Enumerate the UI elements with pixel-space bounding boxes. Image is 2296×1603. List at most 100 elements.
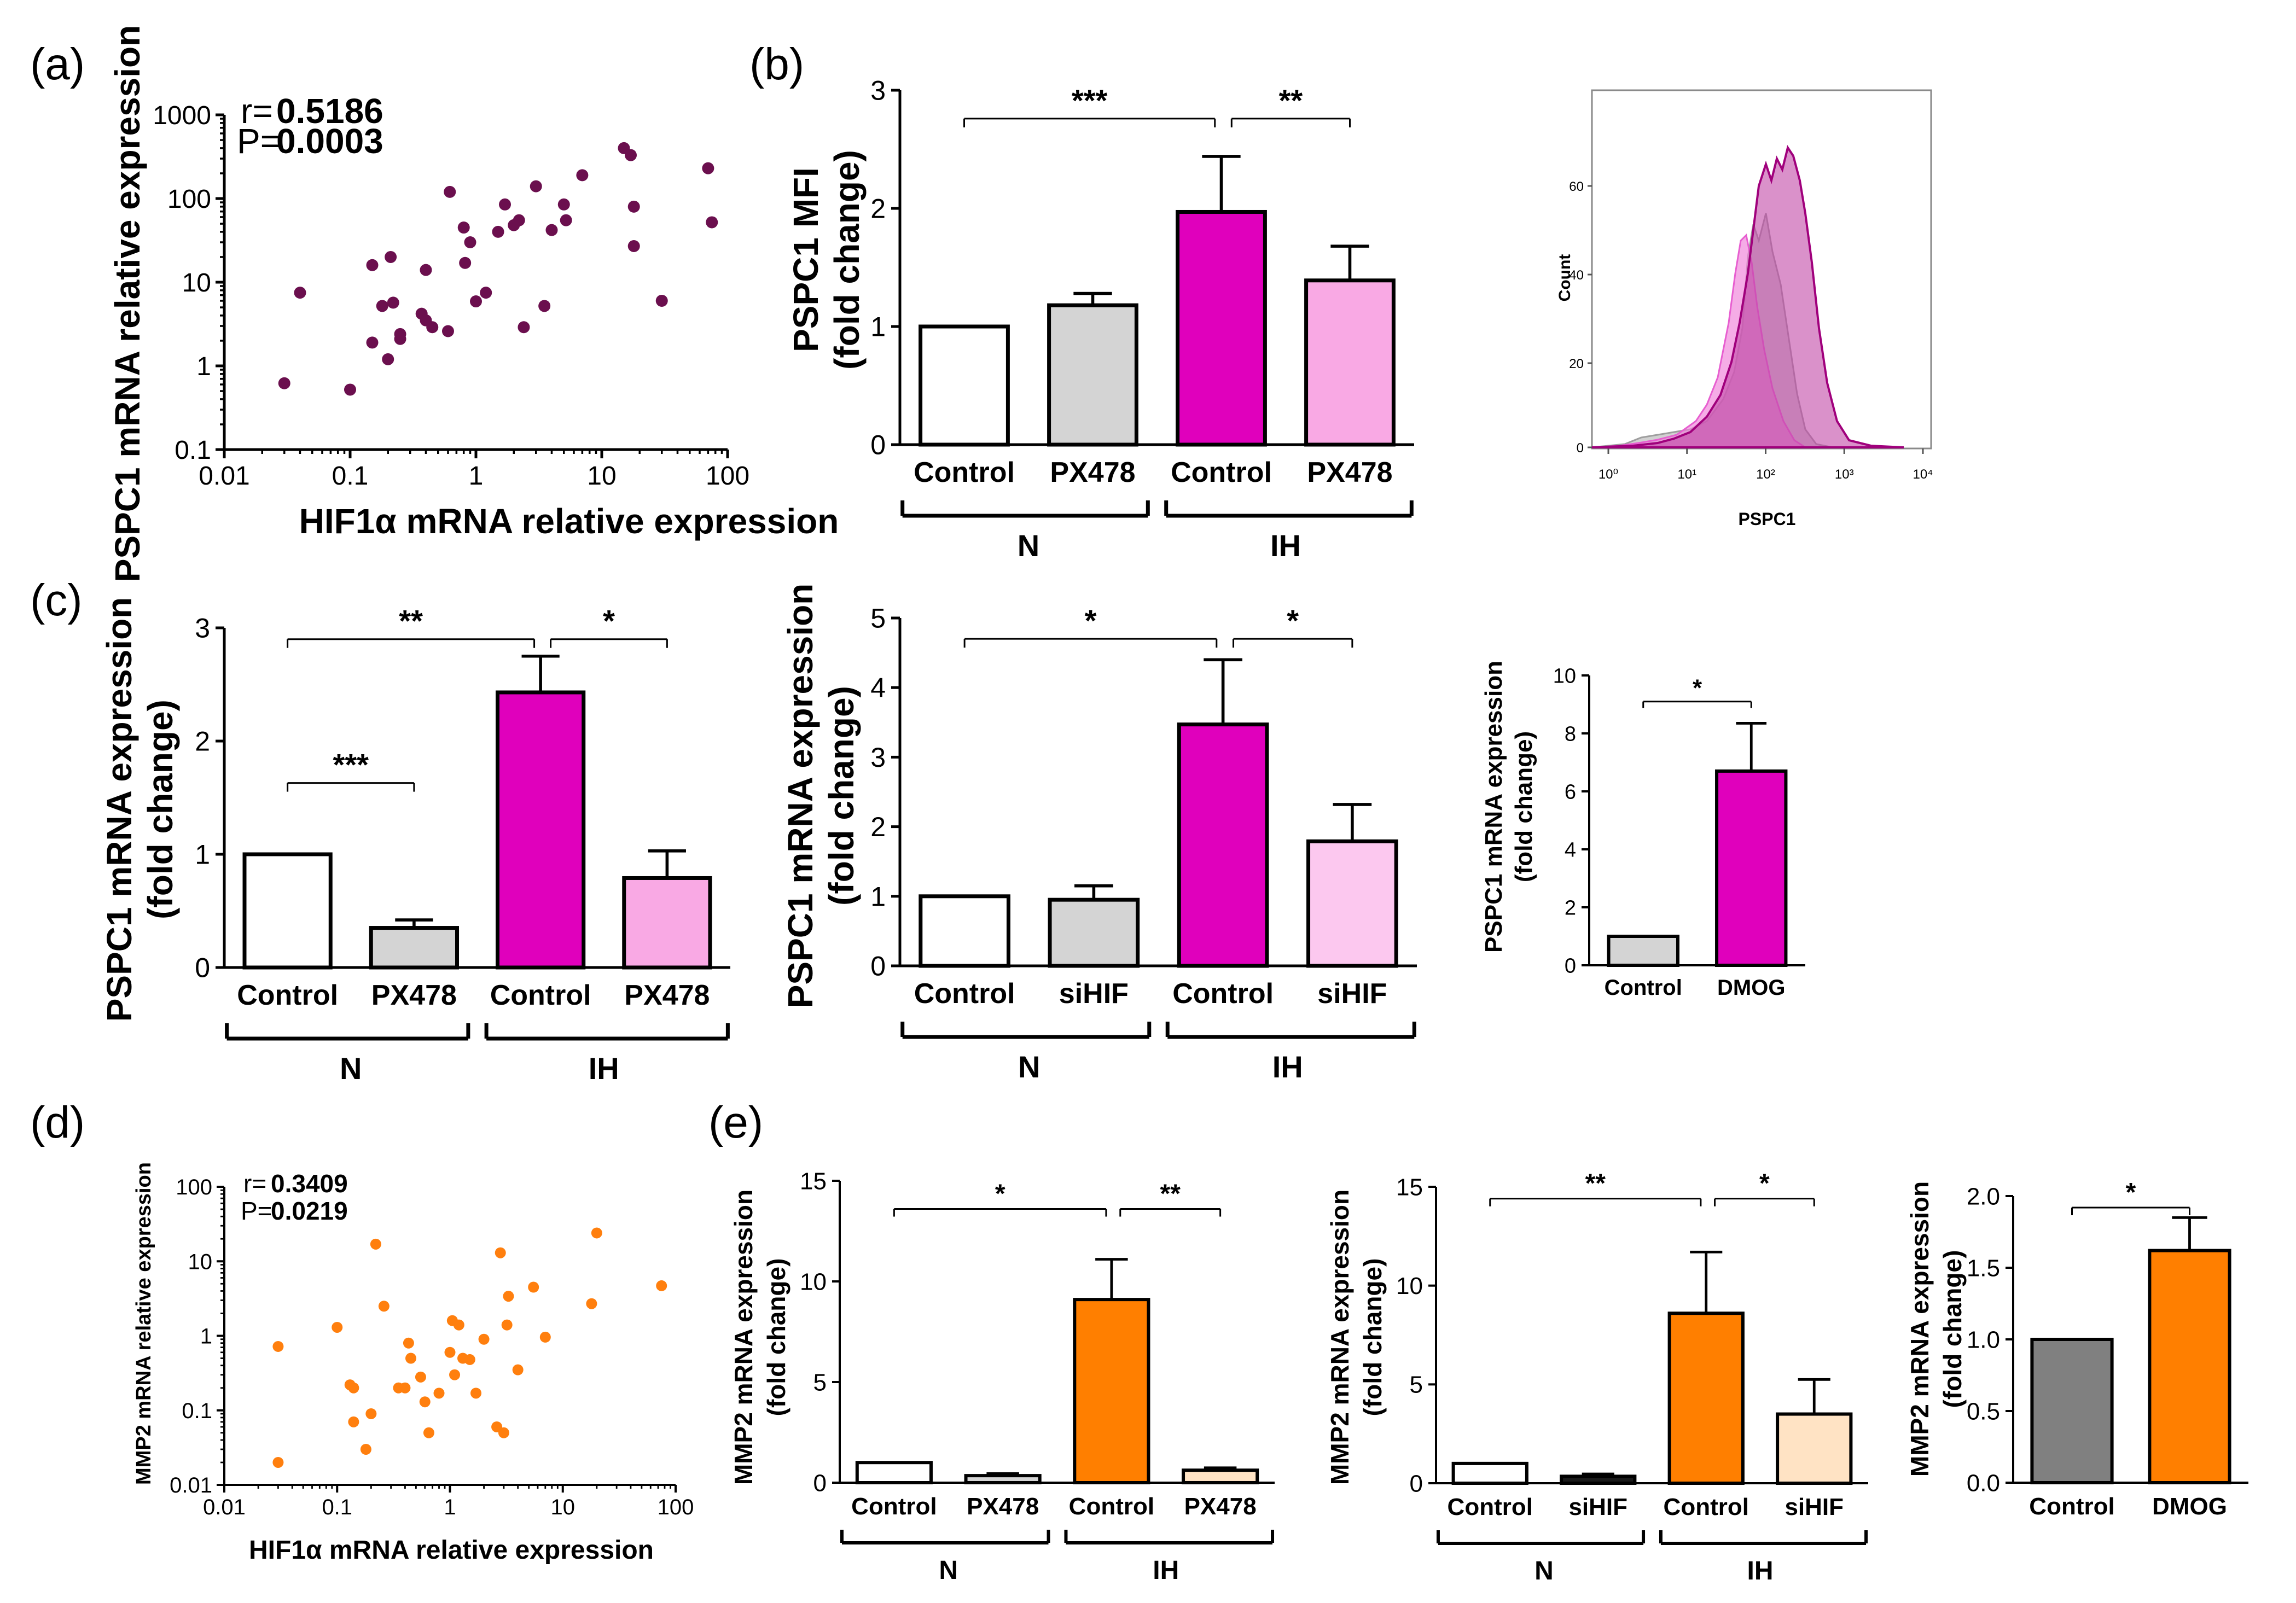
bar xyxy=(1560,1474,1637,1485)
y-tick-label: 5 xyxy=(870,603,886,634)
y-tick-label: 15 xyxy=(1396,1174,1423,1200)
panel-b-histogram: Count 0 20 40 60 10⁰ 10¹ 10² 10³ 10⁴ PSPC1 xyxy=(1556,89,1933,529)
panel-e3: 0.0 0.5 1.0 1.5 2.0 Control DMOG * MMP2 mRNA ex… xyxy=(1905,1178,2248,1520)
stat-p-value-d: 0.0219 xyxy=(271,1197,348,1225)
group-label: IH xyxy=(589,1051,619,1086)
bar xyxy=(919,324,1010,447)
significance-label: ** xyxy=(399,604,423,638)
scatter-point xyxy=(656,1280,667,1291)
y-tick-label: 10 xyxy=(1553,664,1576,687)
scatter-point xyxy=(560,214,572,226)
stat-p-label-a: P= xyxy=(237,121,281,161)
scatter-point xyxy=(498,1427,509,1438)
category-label: DMOG xyxy=(2152,1493,2227,1520)
stat-r-label-a: r= xyxy=(241,91,273,131)
scatter-point xyxy=(449,1369,461,1380)
y-tick-label: 0.1 xyxy=(182,1399,212,1423)
bar xyxy=(919,894,1010,968)
panel-letter-b: (b) xyxy=(749,39,804,89)
scatter-point xyxy=(272,1456,284,1468)
scatter-point xyxy=(513,214,525,226)
scatter-point xyxy=(278,377,290,389)
x-tick-label: 100 xyxy=(706,462,749,491)
significance-label: ** xyxy=(1279,83,1303,118)
y-axis-label-e2-2: (fold change) xyxy=(1358,1258,1387,1417)
y-axis-label-e1: MMP2 mRNA expression xyxy=(729,1190,758,1485)
bar xyxy=(1667,1311,1745,1485)
bar xyxy=(1776,1412,1853,1485)
y-tick-label: 1 xyxy=(196,352,211,381)
scatter-point xyxy=(370,1238,381,1250)
category-label: Control xyxy=(851,1493,937,1520)
stat-r-label-d: r= xyxy=(243,1169,266,1198)
category-label: PX478 xyxy=(1307,457,1392,488)
category-label: PX478 xyxy=(624,980,710,1011)
stat-p-label-d: P= xyxy=(241,1197,272,1225)
category-label: Control xyxy=(1664,1494,1749,1520)
histogram-purple-area xyxy=(1591,145,1904,448)
y-axis-label-e3-2: (fold change) xyxy=(1938,1250,1967,1408)
y-tick-label: 6 xyxy=(1565,780,1576,803)
scatter-point xyxy=(420,264,432,276)
scatter-point xyxy=(464,236,476,249)
category-label: Control xyxy=(490,980,591,1011)
scatter-point xyxy=(459,257,472,269)
scatter-point xyxy=(415,1371,426,1383)
x-tick-label: 0.1 xyxy=(332,462,369,491)
significance-label: * xyxy=(1759,1169,1770,1198)
bar xyxy=(1451,1461,1528,1485)
y-tick-label: 5 xyxy=(813,1369,827,1396)
histogram-x-tick-label: 10⁴ xyxy=(1913,467,1933,482)
group-label: N xyxy=(1534,1557,1554,1585)
scatter-point xyxy=(499,198,511,211)
scatter-point xyxy=(586,1298,597,1309)
histogram-x-tick-label: 10¹ xyxy=(1677,467,1696,482)
y-axis-label-c1-2: (fold change) xyxy=(141,700,180,919)
bar xyxy=(2030,1338,2114,1484)
scatter-point xyxy=(378,1301,390,1312)
significance-label: * xyxy=(2126,1178,2136,1207)
x-axis-label-d: HIF1α mRNA relative expression xyxy=(249,1536,654,1565)
scatter-point xyxy=(332,1321,343,1333)
y-tick-label: 0 xyxy=(870,951,886,982)
bar xyxy=(855,1461,933,1484)
x-tick-label: 1 xyxy=(444,1495,456,1519)
scatter-point xyxy=(382,353,394,365)
significance-label: * xyxy=(1693,675,1702,702)
bar xyxy=(242,852,333,970)
y-tick-label: 0.0 xyxy=(1967,1470,2000,1496)
y-tick-label: 8 xyxy=(1565,722,1576,745)
scatter-point xyxy=(365,1408,377,1419)
scatter-point xyxy=(480,287,492,299)
y-tick-label: 1 xyxy=(870,312,886,342)
category-label: Control xyxy=(1172,978,1274,1010)
bar xyxy=(1073,1298,1150,1485)
scatter-point xyxy=(464,1354,475,1365)
scatter-point xyxy=(385,250,397,263)
scatter-point xyxy=(655,294,668,307)
category-label: Control xyxy=(2029,1493,2114,1520)
scatter-point xyxy=(528,1281,539,1293)
group-label: N xyxy=(1018,1050,1040,1084)
y-tick-label: 0.1 xyxy=(175,436,211,465)
group-label: IH xyxy=(1272,1050,1303,1084)
panel-d: (d) 0.01 0.1 1 10 100 0.01 0.1 1 10 100 HIF1α mRN… xyxy=(30,1098,694,1565)
group-label: N xyxy=(340,1051,362,1086)
y-tick-label: 2 xyxy=(1565,896,1576,919)
y-tick-label: 1 xyxy=(870,881,886,912)
y-tick-label: 0 xyxy=(195,953,210,983)
y-tick-label: 10 xyxy=(1396,1273,1423,1299)
y-tick-label: 5 xyxy=(1410,1372,1423,1398)
category-label: PX478 xyxy=(967,1493,1039,1520)
bar-chart-c3: 0 2 4 6 8 10 Control DMOG * xyxy=(1553,664,1805,1000)
scatter-point xyxy=(706,216,718,229)
category-label: siHIF xyxy=(1059,978,1129,1010)
y-axis-label-d: MMP2 mRNA relative expression xyxy=(132,1162,155,1485)
x-tick-label: 100 xyxy=(658,1495,694,1519)
category-label: PX478 xyxy=(371,980,457,1011)
histogram-y-label: Count xyxy=(1556,254,1574,302)
